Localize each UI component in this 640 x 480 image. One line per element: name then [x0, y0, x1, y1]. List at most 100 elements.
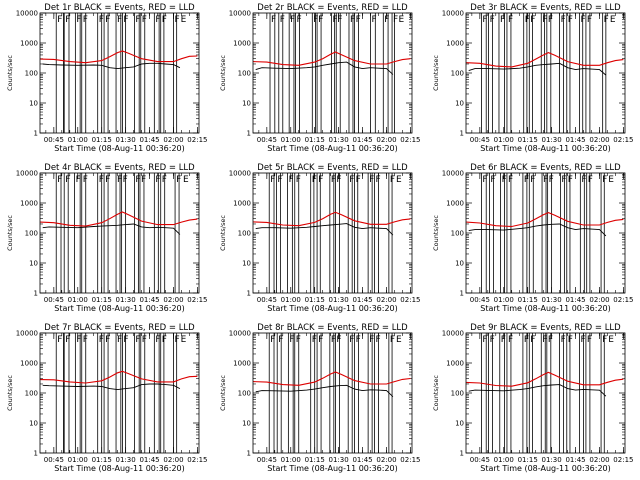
y-tick-label: 100 [451, 230, 464, 238]
flag-label: F [602, 175, 607, 185]
x-tick-label: 00:45 [470, 296, 490, 304]
lld-series-line [466, 212, 624, 228]
events-series-line [255, 223, 394, 236]
x-tick-label: 01:45 [352, 456, 372, 464]
end-label: E [396, 335, 402, 345]
panel-title: Det 4r BLACK = Events, RED = LLD [44, 163, 195, 173]
x-tick-label: 01:30 [542, 296, 562, 304]
x-tick-label: 01:30 [116, 296, 136, 304]
x-tick-label: 01:00 [68, 456, 88, 464]
flag-label: F [543, 175, 548, 185]
flag-label: F [135, 15, 140, 25]
x-axis-label: Start Time (08-Aug-11 00:36:20) [267, 464, 398, 473]
x-tick-label: 01:00 [68, 136, 88, 144]
x-tick-label: 02:15 [400, 456, 420, 464]
flag-label: F [508, 175, 513, 185]
x-tick-label: 00:45 [470, 136, 490, 144]
y-tick-label: 10 [455, 100, 464, 108]
flag-label: F [336, 335, 341, 345]
flag-label: F [332, 15, 337, 25]
x-tick-label: 02:00 [376, 456, 396, 464]
y-tick-label: 100 [238, 70, 251, 78]
flag-label: F [508, 335, 513, 345]
flag-label: F [337, 15, 342, 25]
flag-label: F [278, 335, 283, 345]
flag-label: F [602, 335, 607, 345]
events-series-line [468, 223, 607, 237]
y-tick-label: 1 [247, 130, 251, 138]
flag-label: F [162, 15, 167, 25]
flag-label: F [376, 335, 381, 345]
y-tick-label: 10 [242, 420, 251, 428]
y-axis-label: Counts/sec [6, 55, 14, 91]
events-series-line [42, 383, 181, 391]
flag-label: F [105, 335, 110, 345]
y-tick-label: 1000 [20, 40, 38, 48]
y-tick-label: 10000 [442, 10, 464, 18]
x-tick-label: 02:00 [589, 456, 609, 464]
flag-label: F [297, 15, 302, 25]
flag-label: F [482, 15, 487, 25]
flag-label: F [568, 335, 573, 345]
flag-label: F [508, 15, 513, 25]
x-tick-label: 00:45 [44, 136, 64, 144]
end-label: E [183, 175, 189, 185]
flag-label: F [581, 335, 586, 345]
flag-label: F [501, 335, 506, 345]
events-series-line [42, 223, 181, 235]
end-label: E [608, 175, 614, 185]
x-tick-label: 01:00 [281, 136, 301, 144]
flag-label: F [581, 175, 586, 185]
events-series-line [255, 384, 394, 398]
flag-label: F [270, 175, 275, 185]
x-tick-label: 01:45 [139, 456, 159, 464]
events-series-line [255, 61, 394, 75]
end-label: E [398, 15, 404, 25]
flag-label: F [174, 15, 179, 25]
flag-label: F [142, 15, 147, 25]
flag-label: F [313, 15, 318, 25]
flag-label: F [376, 175, 381, 185]
x-axis-label: Start Time (08-Aug-11 00:36:20) [480, 464, 611, 473]
flag-label: F [542, 335, 547, 345]
y-tick-label: 100 [451, 70, 464, 78]
flag-label: F [312, 335, 317, 345]
flag-label: F [289, 335, 294, 345]
panel-8: Det 8r BLACK = Events, RED = LLD Counts/s… [219, 323, 420, 473]
flag-label: F [57, 335, 62, 345]
x-tick-label: 02:15 [613, 136, 633, 144]
flag-label: F [369, 175, 374, 185]
flag-label: F [105, 175, 110, 185]
y-tick-label: 10000 [16, 170, 38, 178]
x-tick-label: 01:30 [329, 136, 349, 144]
y-tick-label: 10 [455, 420, 464, 428]
x-axis-label: Start Time (08-Aug-11 00:36:20) [54, 304, 185, 313]
x-tick-label: 01:45 [139, 296, 159, 304]
x-tick-label: 02:00 [376, 296, 396, 304]
x-tick-label: 01:15 [518, 296, 538, 304]
y-tick-label: 10 [29, 260, 38, 268]
lld-series-line [253, 371, 411, 386]
flag-label: F [176, 175, 181, 185]
flag-label: F [482, 335, 487, 345]
lld-series-line [40, 50, 198, 64]
panel-title: Det 9r BLACK = Events, RED = LLD [470, 323, 621, 333]
x-tick-label: 01:45 [565, 456, 585, 464]
y-tick-label: 10 [455, 260, 464, 268]
flag-label: F [502, 175, 507, 185]
y-tick-label: 1 [247, 450, 251, 458]
y-tick-label: 1 [34, 290, 38, 298]
x-tick-label: 01:30 [542, 456, 562, 464]
x-axis-label: Start Time (08-Aug-11 00:36:20) [480, 144, 611, 153]
panel-6: Det 6r BLACK = Events, RED = LLD Counts/s… [432, 163, 633, 313]
y-axis-label: Counts/sec [219, 55, 227, 91]
x-tick-label: 01:15 [518, 456, 538, 464]
y-tick-label: 1000 [233, 360, 251, 368]
x-tick-label: 02:15 [187, 136, 207, 144]
flag-label: F [123, 175, 128, 185]
flag-label: F [155, 335, 160, 345]
flag-label: F [525, 15, 530, 25]
x-tick-label: 02:00 [589, 296, 609, 304]
panel-title: Det 3r BLACK = Events, RED = LLD [470, 3, 621, 13]
y-tick-label: 1 [460, 450, 464, 458]
